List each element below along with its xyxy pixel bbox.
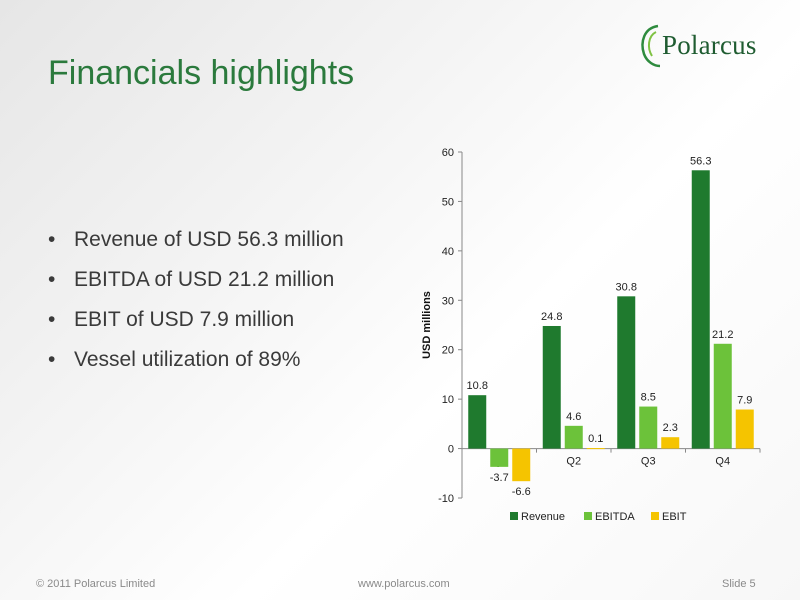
bar-revenue-q3: [617, 296, 636, 449]
bar-ebit-q3: [661, 437, 680, 449]
bar-revenue-q1: [468, 395, 487, 449]
bullet-marker: •: [48, 228, 56, 251]
bullet-item: • Vessel utilization of 89%: [48, 346, 344, 386]
footer-copyright: © 2011 Polarcus Limited: [36, 578, 156, 590]
data-label: 56.3: [690, 155, 711, 167]
bullet-item: • EBIT of USD 7.9 million: [48, 306, 344, 346]
data-label: 8.5: [641, 392, 656, 404]
y-tick-label: 60: [442, 147, 454, 159]
bar-ebit-q4: [735, 409, 754, 449]
legend-swatch-ebitda: [584, 512, 592, 520]
bar-ebitda-q4: [713, 343, 732, 449]
bullet-item: • Revenue of USD 56.3 million: [48, 226, 344, 266]
x-tick-label: Q2: [566, 456, 581, 468]
bullet-marker: •: [48, 348, 56, 371]
bullet-marker: •: [48, 268, 56, 291]
data-label: 21.2: [712, 329, 733, 341]
polarcus-logo: Polarcus: [636, 20, 786, 70]
bar-ebitda-q1: [490, 448, 509, 467]
data-label: -3.7: [490, 472, 509, 484]
bullet-text: EBIT of USD 7.9 million: [74, 308, 295, 331]
data-label: 30.8: [616, 281, 637, 293]
bullet-marker: •: [48, 308, 56, 331]
legend-label-ebitda: EBITDA: [595, 511, 635, 523]
bar-revenue-q2: [542, 325, 561, 449]
footer-slide-number: Slide 5: [722, 578, 756, 590]
bar-revenue-q4: [691, 170, 710, 449]
y-tick-label: 20: [442, 345, 454, 357]
x-tick-label: Q3: [641, 456, 656, 468]
legend-label-revenue: Revenue: [521, 511, 565, 523]
data-label: 10.8: [467, 380, 488, 392]
bar-ebitda-q2: [564, 425, 583, 449]
y-tick-label: -10: [438, 493, 454, 505]
y-tick-label: 10: [442, 394, 454, 406]
y-tick-label: 0: [448, 444, 454, 456]
bullet-item: • EBITDA of USD 21.2 million: [48, 266, 344, 306]
legend-swatch-ebit: [651, 512, 659, 520]
y-tick-label: 30: [442, 295, 454, 307]
footer-website[interactable]: www.polarcus.com: [358, 578, 450, 590]
y-axis-label: USD millions: [421, 291, 433, 359]
bar-ebit-q1: [512, 448, 531, 482]
bar-ebitda-q3: [639, 406, 658, 449]
bullet-list: • Revenue of USD 56.3 million • EBITDA of …: [48, 226, 344, 386]
data-label: 4.6: [566, 411, 581, 423]
legend-swatch-revenue: [510, 512, 518, 520]
data-label: 2.3: [663, 422, 678, 434]
page-title: Financials highlights: [48, 54, 355, 92]
bullet-text: EBITDA of USD 21.2 million: [74, 268, 335, 291]
bullet-text: Revenue of USD 56.3 million: [74, 228, 344, 251]
y-tick-label: 50: [442, 196, 454, 208]
legend-label-ebit: EBIT: [662, 511, 687, 523]
bullet-text: Vessel utilization of 89%: [74, 348, 301, 371]
logo-text: Polarcus: [662, 30, 757, 60]
data-label: -6.6: [512, 486, 531, 498]
y-tick-label: 40: [442, 246, 454, 258]
logo-swirl-icon: [641, 24, 661, 68]
data-label: 24.8: [541, 311, 562, 323]
data-label: 7.9: [737, 395, 752, 407]
data-label: 0.1: [588, 433, 603, 445]
x-tick-label: Q4: [715, 456, 730, 468]
bar-ebit-q2: [586, 448, 605, 450]
